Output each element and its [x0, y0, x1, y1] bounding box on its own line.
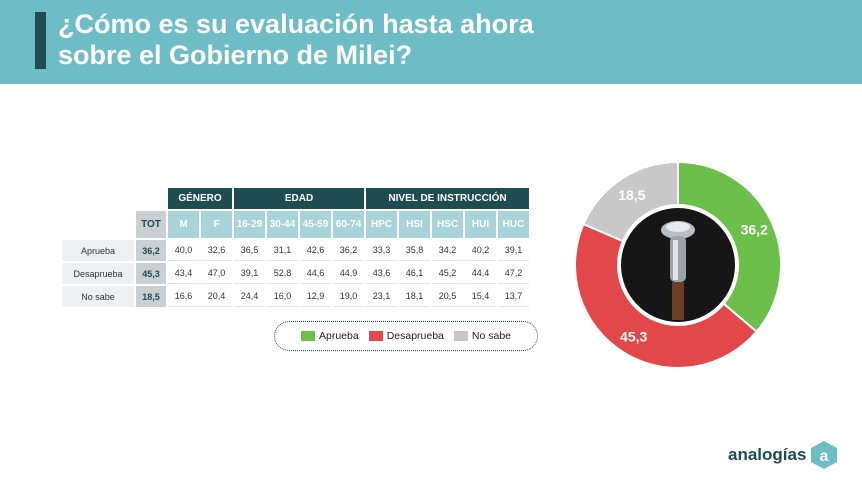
column-header: HUI	[465, 211, 496, 238]
table-cell: 19,0	[333, 286, 364, 307]
table-cell: 16,0	[267, 286, 298, 307]
pie-labels: 36,2 45,3 18,5	[618, 187, 768, 345]
table-cell: 20,4	[201, 286, 232, 307]
logo-hexagon-icon: a	[811, 441, 838, 469]
table-cell: 47,2	[498, 263, 529, 284]
chart-legend: Aprueba Desaprueba No sabe	[274, 321, 538, 351]
table-cell: 43,4	[168, 263, 199, 284]
pie-data-label: 18,5	[618, 187, 645, 203]
table-cell: 33,3	[366, 240, 397, 261]
legend-item-aprueba: Aprueba	[300, 330, 359, 342]
legend-label: Aprueba	[318, 330, 359, 342]
group-header-row: GÉNERO EDAD NIVEL DE INSTRUCCIÓN	[62, 188, 529, 209]
table-cell: 39,1	[498, 240, 529, 261]
row-label: Aprueba	[62, 240, 134, 261]
table-cell: 12,9	[300, 286, 331, 307]
table-cell: 36,5	[234, 240, 265, 261]
table-cell: 23,1	[366, 286, 397, 307]
logo-wordmark: analogías	[728, 445, 807, 464]
column-header: HSI	[399, 211, 430, 238]
column-header: 16-29	[234, 211, 265, 238]
title-line-2: sobre el Gobierno de Milei?	[58, 40, 413, 70]
table-row-no-sabe: No sabe 18,5 16,6 20,4 24,4 16,0 12,9 19…	[62, 286, 529, 307]
pie-chart: 36,2 45,3 18,5	[575, 160, 782, 369]
legend-swatch-desaprueba	[368, 331, 383, 341]
table-cell: 44,9	[333, 263, 364, 284]
table-row-desaprueba: Desaprueba 45,3 43,4 47,0 39,1 52,8 44,6…	[62, 263, 529, 284]
legend-swatch-no-sabe	[453, 331, 468, 341]
column-header: M	[168, 211, 199, 238]
legend-label: Desaprueba	[386, 330, 444, 342]
crosstab-table: GÉNERO EDAD NIVEL DE INSTRUCCIÓN TOT M F…	[60, 186, 531, 309]
table-cell: 13,7	[498, 286, 529, 307]
legend-label: No sabe	[471, 330, 512, 342]
table-cell: 45,2	[432, 263, 463, 284]
logo-mark: a	[820, 448, 829, 465]
table-cell-total: 18,5	[136, 286, 166, 307]
table-cell: 40,0	[168, 240, 199, 261]
table-row-aprueba: Aprueba 36,2 40,0 32,6 36,5 31,1 42,6 36…	[62, 240, 529, 261]
column-header-row: TOT M F 16-29 30-44 45-59 60-74 HPC HSI …	[62, 211, 529, 238]
column-header: 30-44	[267, 211, 298, 238]
group-genero: GÉNERO	[168, 188, 232, 209]
legend-item-no-sabe: No sabe	[453, 330, 512, 342]
table-cell: 42,6	[300, 240, 331, 261]
pie-data-label: 36,2	[741, 222, 768, 238]
column-header: TOT	[136, 211, 166, 238]
column-header: HUC	[498, 211, 529, 238]
title-accent-bar	[35, 12, 46, 69]
cane-wood-icon	[672, 282, 684, 320]
column-header: 45-59	[300, 211, 331, 238]
table-cell: 35,8	[399, 240, 430, 261]
title-line-1: ¿Cómo es su evaluación hasta ahora	[58, 9, 534, 39]
legend-swatch-aprueba	[300, 331, 315, 341]
table-cell-total: 36,2	[136, 240, 166, 261]
table-cell: 52,8	[267, 263, 298, 284]
pie-data-label: 45,3	[620, 328, 647, 344]
group-nivel-instruccion: NIVEL DE INSTRUCCIÓN	[366, 188, 529, 209]
table-cell: 44,6	[300, 263, 331, 284]
table-cell: 16,6	[168, 286, 199, 307]
column-header: HPC	[366, 211, 397, 238]
analogias-logo: analogías a	[728, 440, 838, 470]
row-label: No sabe	[62, 286, 134, 307]
table-cell: 31,1	[267, 240, 298, 261]
table-cell: 18,1	[399, 286, 430, 307]
table-cell: 46,1	[399, 263, 430, 284]
table-cell-total: 45,3	[136, 263, 166, 284]
table-cell: 36,2	[333, 240, 364, 261]
table-cell: 24,4	[234, 286, 265, 307]
table-cell: 40,2	[465, 240, 496, 261]
table-cell: 44,4	[465, 263, 496, 284]
page-title: ¿Cómo es su evaluación hasta ahora sobre…	[58, 9, 758, 71]
column-header: 60-74	[333, 211, 364, 238]
legend-item-desaprueba: Desaprueba	[368, 330, 444, 342]
table-cell: 47,0	[201, 263, 232, 284]
table-cell: 32,6	[201, 240, 232, 261]
table-cell: 20,5	[432, 286, 463, 307]
pie-center-photo	[617, 204, 739, 326]
title-banner: ¿Cómo es su evaluación hasta ahora sobre…	[0, 0, 862, 84]
table-cell: 39,1	[234, 263, 265, 284]
table-cell: 43,6	[366, 263, 397, 284]
table-cell: 15,4	[465, 286, 496, 307]
column-header: F	[201, 211, 232, 238]
table-cell: 34,2	[432, 240, 463, 261]
row-label: Desaprueba	[62, 263, 134, 284]
column-header: HSC	[432, 211, 463, 238]
group-edad: EDAD	[234, 188, 364, 209]
